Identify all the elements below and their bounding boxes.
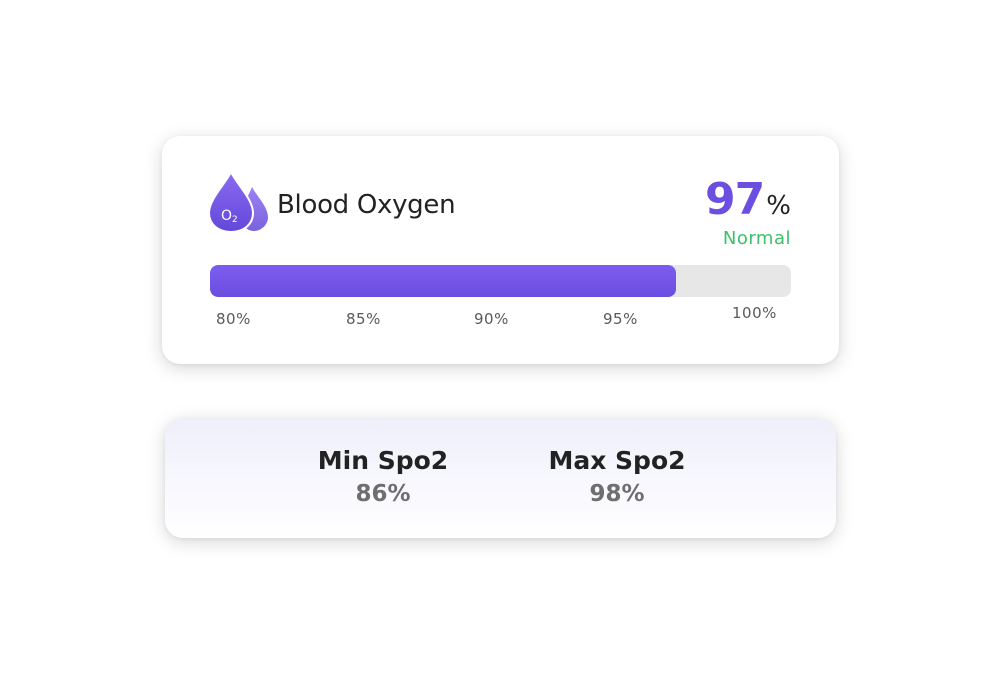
oxygen-value: 97: [705, 174, 765, 225]
oxygen-progress-fill: [210, 265, 676, 297]
tick-label: 100%: [732, 304, 777, 322]
max-spo2-label: Max Spo2: [548, 446, 686, 475]
tick-label: 90%: [474, 310, 509, 328]
min-spo2-value: 86%: [355, 481, 411, 507]
tick-label: 85%: [346, 310, 381, 328]
oxygen-reading: 97% Normal: [705, 178, 791, 250]
card-title: Blood Oxygen: [277, 190, 456, 220]
svg-text:O: O: [221, 208, 232, 224]
oxygen-unit: %: [766, 191, 791, 221]
max-spo2-value: 98%: [589, 481, 645, 507]
tick-label: 95%: [603, 310, 638, 328]
spo2-stats-card: Min Spo2 86% Max Spo2 98%: [165, 418, 836, 538]
max-spo2-stat: Max Spo2 98%: [543, 446, 691, 507]
blood-oxygen-card: O 2 Blood Oxygen 97% Normal 80% 85% 90% …: [162, 136, 839, 364]
oxygen-drop-icon: O 2: [208, 171, 268, 233]
tick-label: 80%: [216, 310, 251, 328]
svg-text:2: 2: [232, 215, 238, 225]
min-spo2-stat: Min Spo2 86%: [313, 446, 453, 507]
status-label: Normal: [722, 228, 791, 249]
min-spo2-label: Min Spo2: [317, 446, 449, 475]
oxygen-progress-track: [210, 265, 791, 297]
